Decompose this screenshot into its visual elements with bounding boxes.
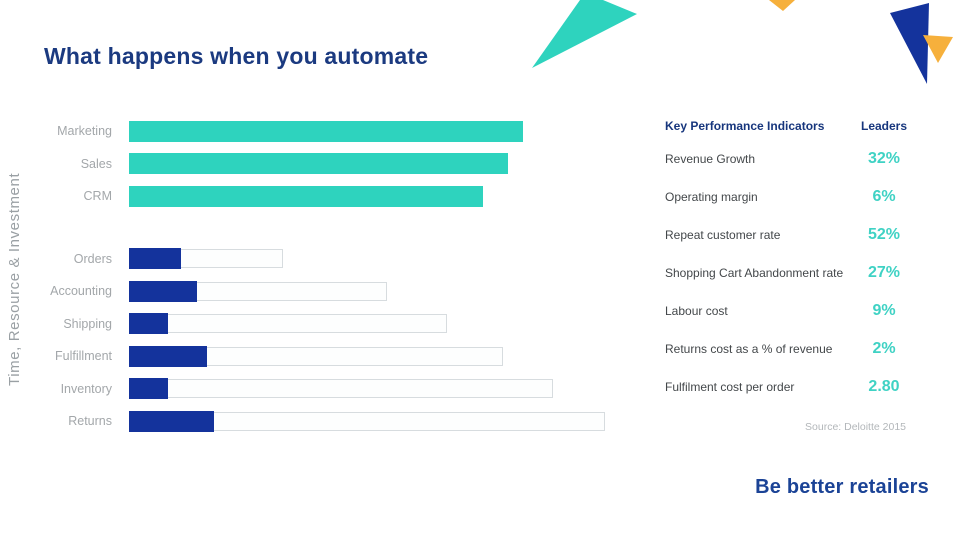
yellow-triangle-icon xyxy=(923,35,953,63)
bar-crm xyxy=(129,185,483,207)
kpi-value: 52% xyxy=(867,226,901,243)
table-row: Revenue Growth 32% xyxy=(665,140,919,178)
bar-inventory xyxy=(129,378,168,400)
table-row: Fulfilment cost per order 2.80 xyxy=(665,368,919,406)
chart-row: Marketing xyxy=(0,115,634,148)
kpi-value: 2% xyxy=(872,340,896,357)
category-label: CRM xyxy=(83,189,112,204)
teal-triangle-icon xyxy=(532,0,637,68)
kpi-label: Repeat customer rate xyxy=(665,228,781,242)
category-label: Shipping xyxy=(63,316,112,331)
category-label: Inventory xyxy=(60,381,112,396)
kpi-value: 6% xyxy=(872,188,896,205)
chart-row: Sales xyxy=(0,148,634,181)
chart-group-automated-functions: Marketing Sales CRM xyxy=(0,115,634,213)
bar-accounting xyxy=(129,280,197,302)
category-label: Returns xyxy=(68,414,112,429)
tagline: Be better retailers xyxy=(755,476,929,498)
chart-row: Shipping xyxy=(0,308,634,341)
chart-row: Accounting xyxy=(0,275,634,308)
kpi-value: 2.80 xyxy=(868,378,900,395)
kpi-value: 27% xyxy=(867,264,901,281)
kpi-table-header: Key Performance Indicators Leaders xyxy=(665,112,919,140)
kpi-header-indicators: Key Performance Indicators xyxy=(665,119,825,133)
table-row: Labour cost 9% xyxy=(665,292,919,330)
chart-row: Returns xyxy=(0,405,634,438)
chart-row: Inventory xyxy=(0,373,634,406)
category-label: Fulfillment xyxy=(55,349,112,364)
bar-frame xyxy=(129,314,447,334)
category-label: Accounting xyxy=(50,284,112,299)
table-row: Repeat customer rate 52% xyxy=(665,216,919,254)
bar-track xyxy=(129,185,634,207)
kpi-label: Operating margin xyxy=(665,190,758,204)
bar-fulfillment xyxy=(129,345,207,367)
chart-group-manual-functions: Orders Accounting Shipping Fulfillment Inven… xyxy=(0,243,634,438)
bar-track xyxy=(129,410,634,432)
kpi-header-leaders: Leaders xyxy=(860,119,908,133)
category-label: Sales xyxy=(80,156,112,171)
chart-row: CRM xyxy=(0,180,634,213)
navy-triangle-icon xyxy=(890,3,929,84)
category-label: Marketing xyxy=(57,124,112,139)
bar-returns xyxy=(129,410,214,432)
kpi-label: Labour cost xyxy=(665,304,728,318)
bar-marketing xyxy=(129,120,523,142)
table-row: Operating margin 6% xyxy=(665,178,919,216)
kpi-label: Shopping Cart Abandonment rate xyxy=(665,266,844,280)
bar-track xyxy=(129,378,634,400)
bar-chart: Marketing Sales CRM Orders Accounting Shippin… xyxy=(0,115,634,438)
chart-row: Fulfillment xyxy=(0,340,634,373)
source-note: Source: Deloitte 2015 xyxy=(805,421,906,433)
bar-track xyxy=(129,313,634,335)
bar-track xyxy=(129,248,634,270)
kpi-label: Fulfilment cost per order xyxy=(665,380,795,394)
bar-track xyxy=(129,280,634,302)
kpi-label: Revenue Growth xyxy=(665,152,756,166)
table-row: Shopping Cart Abandonment rate 27% xyxy=(665,254,919,292)
bar-frame xyxy=(129,379,553,399)
bar-chart-rows: Marketing Sales CRM Orders Accounting Shippin… xyxy=(0,115,634,438)
category-label: Orders xyxy=(73,251,112,266)
table-row: Returns cost as a % of revenue 2% xyxy=(665,330,919,368)
kpi-table: Key Performance Indicators Leaders Reven… xyxy=(665,112,919,406)
kpi-rows: Revenue Growth 32% Operating margin 6% Repea… xyxy=(665,140,919,406)
kpi-value: 32% xyxy=(867,150,901,167)
small-yellow-triangle-icon xyxy=(769,0,795,11)
chart-row: Orders xyxy=(0,243,634,276)
bar-orders xyxy=(129,248,181,270)
bar-track xyxy=(129,120,634,142)
page-title: What happens when you automate xyxy=(44,43,429,69)
bar-sales xyxy=(129,153,508,175)
kpi-value: 9% xyxy=(872,302,896,319)
kpi-label: Returns cost as a % of revenue xyxy=(665,342,833,356)
bar-shipping xyxy=(129,313,168,335)
bar-track xyxy=(129,153,634,175)
bar-track xyxy=(129,345,634,367)
